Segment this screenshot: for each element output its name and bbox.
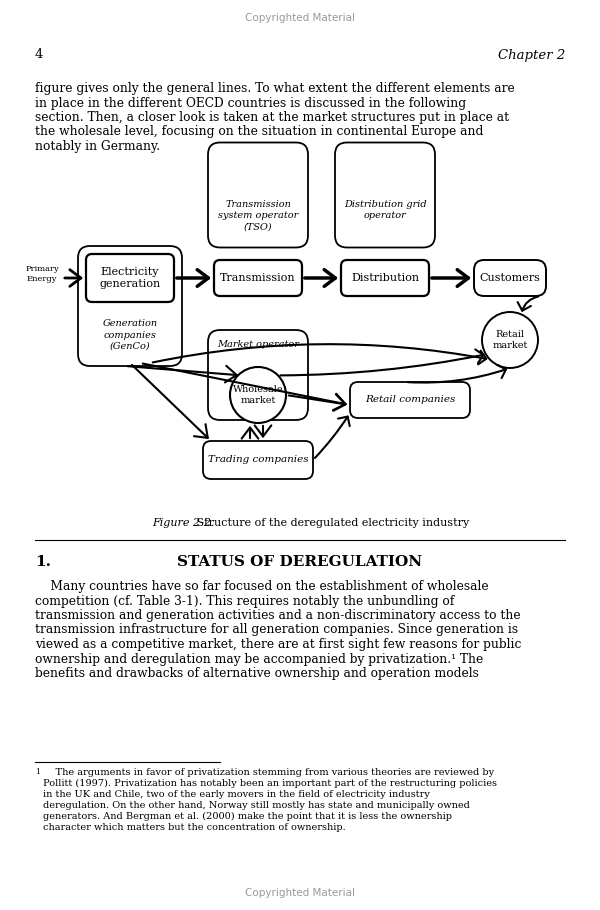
Text: Electricity
generation: Electricity generation xyxy=(100,267,161,289)
FancyBboxPatch shape xyxy=(341,260,429,296)
Text: in the UK and Chile, two of the early movers in the field of electricity industr: in the UK and Chile, two of the early mo… xyxy=(43,790,430,799)
Text: Structure of the deregulated electricity industry: Structure of the deregulated electricity… xyxy=(193,518,469,528)
Text: Chapter 2: Chapter 2 xyxy=(498,48,565,62)
Text: 1.: 1. xyxy=(35,555,51,569)
Text: ownership and deregulation may be accompanied by privatization.¹ The: ownership and deregulation may be accomp… xyxy=(35,652,483,665)
Text: Copyrighted Material: Copyrighted Material xyxy=(245,13,355,23)
Text: section. Then, a closer look is taken at the market structures put in place at: section. Then, a closer look is taken at… xyxy=(35,111,509,124)
Text: Transmission
system operator
(TSO): Transmission system operator (TSO) xyxy=(218,200,298,232)
Text: Primary
Energy: Primary Energy xyxy=(25,266,59,283)
Text: Figure 2-2.: Figure 2-2. xyxy=(152,518,215,528)
FancyBboxPatch shape xyxy=(214,260,302,296)
Text: competition (cf. Table 3-1). This requires notably the unbundling of: competition (cf. Table 3-1). This requir… xyxy=(35,594,454,608)
Text: notably in Germany.: notably in Germany. xyxy=(35,140,160,153)
Text: Distribution: Distribution xyxy=(351,273,419,283)
Text: 1: 1 xyxy=(35,768,40,776)
Text: figure gives only the general lines. To what extent the different elements are: figure gives only the general lines. To … xyxy=(35,82,515,95)
FancyBboxPatch shape xyxy=(350,382,470,418)
Text: Transmission: Transmission xyxy=(220,273,296,283)
Text: Retail
market: Retail market xyxy=(493,330,527,350)
Text: viewed as a competitive market, there are at first sight few reasons for public: viewed as a competitive market, there ar… xyxy=(35,638,521,651)
Text: benefits and drawbacks of alternative ownership and operation models: benefits and drawbacks of alternative ow… xyxy=(35,667,479,680)
Text: The arguments in favor of privatization stemming from various theories are revie: The arguments in favor of privatization … xyxy=(43,768,494,777)
Text: Pollitt (1997). Privatization has notably been an important part of the restruct: Pollitt (1997). Privatization has notabl… xyxy=(43,779,497,788)
Text: STATUS OF DEREGULATION: STATUS OF DEREGULATION xyxy=(178,555,422,569)
Text: in place in the different OECD countries is discussed in the following: in place in the different OECD countries… xyxy=(35,96,466,109)
Text: Many countries have so far focused on the establishment of wholesale: Many countries have so far focused on th… xyxy=(35,580,488,593)
Text: Market operator: Market operator xyxy=(217,340,299,349)
Text: transmission and generation activities and a non-discriminatory access to the: transmission and generation activities a… xyxy=(35,609,521,622)
Circle shape xyxy=(482,312,538,368)
Text: Wholesale
market: Wholesale market xyxy=(233,385,283,405)
Text: transmission infrastructure for all generation companies. Since generation is: transmission infrastructure for all gene… xyxy=(35,623,518,636)
Text: generators. And Bergman et al. (2000) make the point that it is less the ownersh: generators. And Bergman et al. (2000) ma… xyxy=(43,812,452,821)
FancyBboxPatch shape xyxy=(78,246,182,366)
Text: Generation
companies
(GenCo): Generation companies (GenCo) xyxy=(103,319,158,350)
Text: the wholesale level, focusing on the situation in continental Europe and: the wholesale level, focusing on the sit… xyxy=(35,126,484,138)
Text: character which matters but the concentration of ownership.: character which matters but the concentr… xyxy=(43,823,346,832)
FancyBboxPatch shape xyxy=(86,254,174,302)
Text: Trading companies: Trading companies xyxy=(208,456,308,464)
FancyBboxPatch shape xyxy=(208,143,308,248)
FancyBboxPatch shape xyxy=(474,260,546,296)
FancyBboxPatch shape xyxy=(208,330,308,420)
Text: 4: 4 xyxy=(35,48,43,62)
Circle shape xyxy=(230,367,286,423)
Text: Copyrighted Material: Copyrighted Material xyxy=(245,888,355,898)
Text: deregulation. On the other hand, Norway still mostly has state and municipally o: deregulation. On the other hand, Norway … xyxy=(43,801,470,810)
FancyBboxPatch shape xyxy=(203,441,313,479)
Text: Distribution grid
operator: Distribution grid operator xyxy=(344,200,427,220)
FancyBboxPatch shape xyxy=(335,143,435,248)
Text: Retail companies: Retail companies xyxy=(365,396,455,405)
Text: Customers: Customers xyxy=(479,273,541,283)
